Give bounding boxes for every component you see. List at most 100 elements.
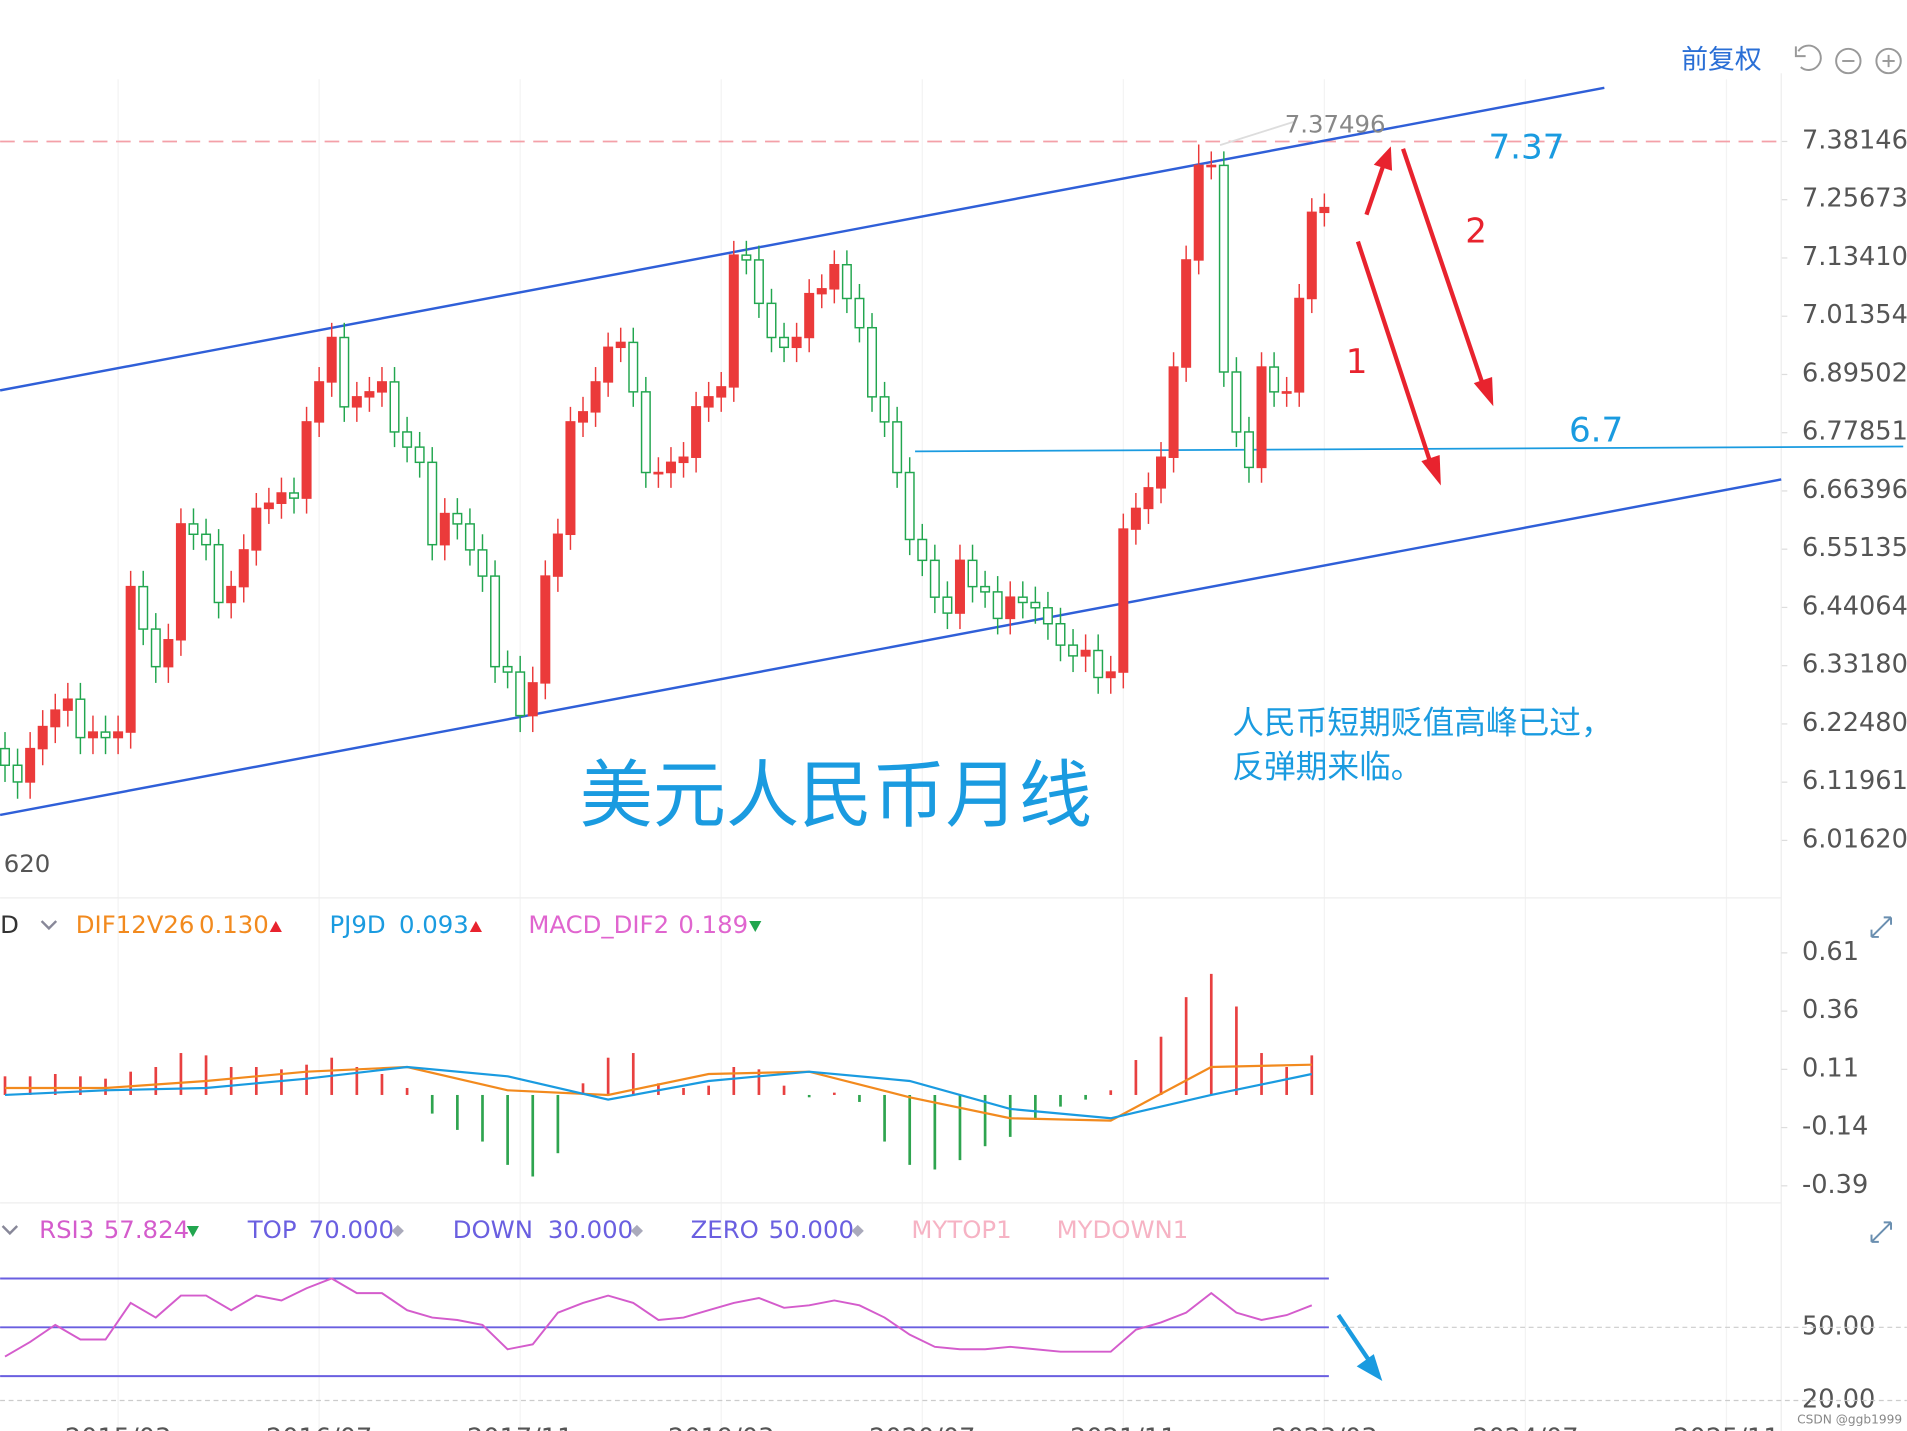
candle-body	[653, 471, 664, 475]
candle-body	[753, 259, 764, 305]
candle-body	[301, 421, 312, 499]
y-tick-label: 6.89502	[1802, 358, 1907, 388]
level-label: 7.37	[1488, 127, 1564, 167]
toolbar-icons	[1794, 44, 1902, 75]
candle-body	[213, 543, 224, 604]
legend-name: TOP	[247, 1215, 297, 1244]
candle-body	[665, 461, 676, 474]
chevron[interactable]	[40, 920, 58, 931]
candle-body	[804, 292, 815, 339]
candle-body	[527, 682, 538, 717]
candle-body	[276, 492, 287, 504]
candle-body	[226, 585, 237, 604]
y-tick-label: 20.00	[1802, 1385, 1875, 1415]
y-tick-label: 7.38146	[1802, 125, 1907, 155]
y-tick-label: 6.01620	[1802, 824, 1907, 854]
x-tick-label: 2024/07	[1472, 1424, 1578, 1431]
legend-value: 50.000	[769, 1215, 854, 1244]
candle-body	[175, 523, 186, 641]
expand-icon[interactable]	[1870, 1221, 1893, 1243]
candle-body	[62, 698, 73, 711]
candle-body	[1017, 596, 1028, 604]
candle-body	[716, 386, 727, 398]
max-pointer	[1219, 121, 1294, 147]
candle-body	[339, 336, 350, 408]
down-icon	[749, 921, 762, 933]
candle-body	[464, 523, 475, 551]
candle-body	[490, 575, 501, 668]
candle-body	[515, 671, 526, 717]
up-icon	[469, 921, 482, 933]
candle-body	[552, 533, 563, 577]
channel-upper	[0, 86, 1605, 392]
undo-icon[interactable]	[1794, 44, 1822, 71]
candle-body	[427, 461, 438, 546]
candle-body	[402, 431, 413, 448]
support-line	[915, 445, 1904, 453]
level-label: 6.7	[1569, 410, 1623, 450]
candle-body	[879, 396, 890, 423]
candle-body	[100, 731, 111, 739]
candle-body	[50, 709, 61, 728]
candle-body	[188, 523, 199, 536]
candle-body	[791, 336, 802, 349]
zoom-out-icon[interactable]	[1835, 47, 1862, 75]
candle-body	[1080, 649, 1091, 657]
candle-body	[640, 391, 651, 474]
candle-body	[992, 591, 1003, 620]
x-tick-label: 2020/07	[869, 1424, 975, 1431]
candle-body	[590, 381, 601, 413]
candle-body	[138, 585, 149, 630]
candle-body	[251, 507, 262, 551]
indicator-name: D	[0, 910, 19, 939]
candle-body	[414, 446, 425, 464]
candle-body	[1306, 211, 1317, 300]
chevron[interactable]	[1, 1225, 19, 1236]
candle-body	[351, 396, 362, 408]
candle-body	[980, 585, 991, 593]
expand-icon[interactable]	[1870, 916, 1893, 938]
y-tick-label: 7.25673	[1802, 184, 1907, 214]
candle-body	[1068, 644, 1079, 657]
candle-body	[1005, 596, 1016, 620]
candle-body	[376, 381, 387, 393]
candle-body	[1206, 164, 1217, 168]
candle-body	[1130, 507, 1141, 530]
candle-body	[1193, 164, 1204, 261]
candle-body	[628, 341, 639, 393]
legend-name: MYDOWN1	[1057, 1215, 1189, 1244]
candle-body	[163, 639, 174, 668]
zoom-in-icon[interactable]	[1875, 47, 1902, 75]
up-icon	[269, 921, 282, 933]
legend-value: 0.093	[399, 910, 469, 939]
y-tick-label: 6.11961	[1802, 766, 1907, 796]
candle-body	[942, 596, 953, 614]
y-tick-label: 6.33180	[1802, 650, 1907, 680]
candle-body	[1218, 164, 1229, 373]
legend-value: 0.130	[199, 910, 269, 939]
candle-body	[12, 764, 23, 783]
candle-body	[1181, 259, 1192, 368]
macd-line	[4, 1065, 1313, 1120]
candle-body	[565, 421, 576, 536]
candle-body	[452, 512, 463, 525]
adjust-button[interactable]: 前复权	[1681, 44, 1761, 75]
candle-body	[954, 559, 965, 614]
candle-body	[766, 302, 777, 339]
note: 反弹期来临。	[1232, 750, 1422, 786]
candle-body	[326, 336, 337, 383]
candle-body	[25, 747, 36, 783]
y-tick-label: 0.61	[1802, 937, 1859, 967]
candle-body	[1118, 528, 1129, 673]
chart-title: 美元人民币月线	[580, 753, 1092, 838]
candle-body	[703, 396, 714, 408]
note: 人民币短期贬值高峰已过，	[1232, 706, 1612, 742]
candle-body	[125, 585, 136, 733]
candle-body	[615, 341, 626, 349]
down-icon	[186, 1226, 199, 1238]
candle-body	[1269, 366, 1280, 393]
candle-body	[1231, 371, 1242, 433]
candle-body	[829, 263, 840, 290]
